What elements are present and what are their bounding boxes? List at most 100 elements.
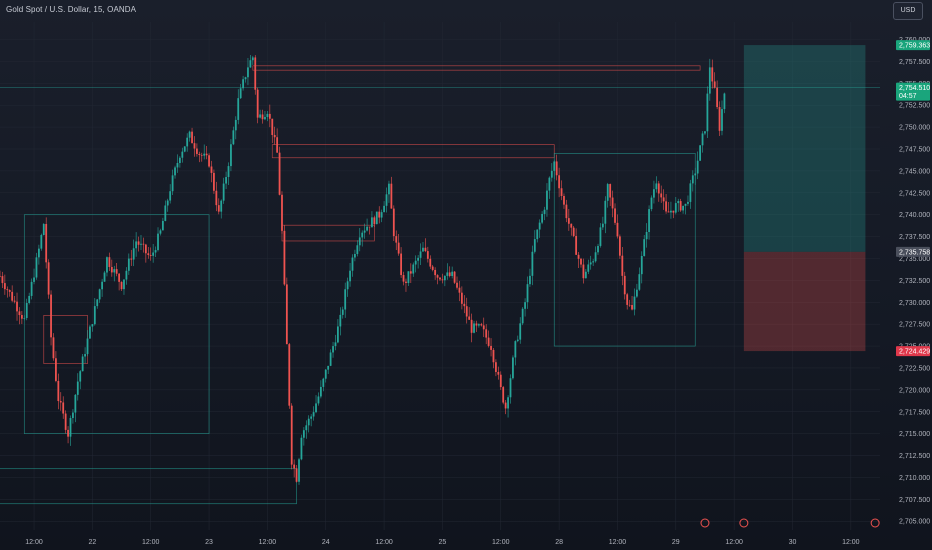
candle-body — [553, 161, 556, 171]
take-profit-tag-bg — [896, 40, 930, 51]
candle-body — [682, 205, 684, 211]
candle-body — [383, 205, 385, 213]
candle-body — [210, 166, 213, 173]
candle-body — [215, 190, 218, 206]
y-tick-label: 2,742.500 — [899, 190, 930, 197]
candle-body — [69, 418, 72, 437]
candle-body — [37, 248, 40, 258]
candle-body — [475, 323, 478, 326]
candle-body — [662, 197, 665, 202]
candle-body — [577, 254, 580, 259]
candle-body — [33, 277, 35, 282]
candle-body — [696, 160, 699, 174]
candle-body — [317, 396, 320, 404]
candle-body — [458, 287, 461, 293]
candle-body — [220, 200, 223, 212]
candle-body — [519, 323, 522, 340]
candle-body — [704, 131, 706, 134]
candle-body — [470, 319, 473, 333]
candle-body — [509, 378, 512, 398]
current-price-tag: 2,754.510 — [899, 85, 930, 92]
candle-body — [446, 272, 449, 276]
candle-body — [708, 67, 711, 94]
candle-body — [628, 304, 631, 306]
candle-body — [618, 236, 621, 256]
candle-body — [84, 354, 86, 357]
candle-body — [414, 260, 417, 265]
candle-body — [351, 257, 354, 271]
candle-body — [164, 205, 167, 221]
candle-body — [45, 223, 48, 263]
candle-body — [312, 412, 315, 417]
candle-body — [200, 155, 203, 156]
candle-body — [392, 208, 395, 237]
lightning-icon — [700, 518, 710, 528]
candle-body — [208, 155, 210, 167]
entry-price-tag: 2,735.758 — [899, 249, 930, 256]
candle-body — [147, 253, 150, 255]
candle-body — [166, 200, 169, 206]
candles — [0, 55, 726, 485]
candle-body — [67, 429, 69, 437]
candle-body — [281, 194, 283, 231]
candle-body — [601, 223, 604, 228]
candle-body — [636, 289, 638, 297]
candle-body — [305, 425, 308, 431]
candle-body — [271, 118, 274, 135]
zone-box-5 — [553, 153, 696, 347]
candle-body — [548, 177, 551, 191]
candle-body — [694, 173, 697, 176]
candle-body — [716, 87, 719, 108]
candle-body — [373, 217, 376, 225]
candle-body — [35, 257, 38, 278]
candle-body — [521, 308, 524, 324]
candle-body — [120, 281, 123, 290]
y-tick-label: 2,740.000 — [899, 212, 930, 219]
candle-body — [25, 303, 28, 318]
candle-body — [310, 416, 313, 419]
candle-body — [429, 258, 432, 267]
x-tick-label: 29 — [672, 539, 680, 546]
x-tick-label: 28 — [555, 539, 563, 546]
candle-body — [157, 233, 159, 251]
candle-body — [699, 145, 702, 161]
candle-body — [465, 306, 468, 317]
candle-body — [565, 204, 568, 219]
candle-body — [108, 257, 111, 267]
y-tick-label: 2,705.000 — [899, 519, 930, 526]
candle-body — [633, 296, 636, 310]
y-tick-label: 2,732.500 — [899, 278, 930, 285]
currency-button[interactable]: USD — [893, 2, 923, 20]
candle-body — [638, 274, 641, 290]
candle-body — [106, 257, 108, 273]
candle-body — [516, 339, 519, 342]
candle-body — [93, 306, 96, 325]
event-flag-icon — [870, 518, 880, 528]
target-zone — [743, 45, 866, 252]
candle-body — [558, 175, 561, 189]
candle-body — [47, 262, 50, 295]
zone-box-3 — [271, 144, 555, 159]
candle-body — [434, 269, 437, 276]
candle-body — [670, 210, 672, 213]
candle-body — [584, 271, 587, 279]
candle-body — [30, 281, 33, 296]
y-tick-label: 2,712.500 — [899, 453, 930, 460]
candle-body — [217, 205, 220, 212]
candle-body — [422, 247, 424, 252]
candle-body — [101, 281, 103, 290]
candle-body — [589, 262, 592, 265]
candle-body — [28, 295, 31, 304]
candle-body — [232, 130, 235, 145]
candle-body — [332, 346, 334, 353]
candle-body — [614, 208, 616, 223]
candle-body — [113, 269, 116, 273]
candle-body — [115, 269, 118, 274]
candle-body — [110, 266, 113, 273]
candle-body — [541, 213, 543, 223]
candle-body — [650, 197, 653, 210]
candle-body — [665, 201, 667, 212]
candle-body — [599, 227, 602, 246]
